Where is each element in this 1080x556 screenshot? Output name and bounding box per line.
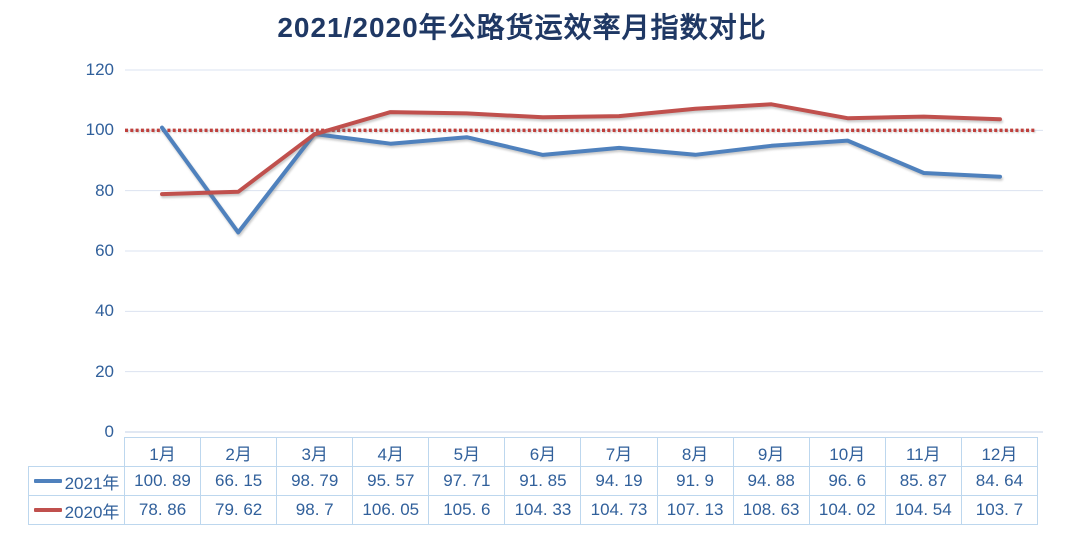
value-cell: 104. 73 — [580, 495, 658, 525]
value-cell: 104. 33 — [504, 495, 582, 525]
month-header-cell: 4月 — [352, 437, 430, 467]
value-cell: 106. 05 — [352, 495, 430, 525]
month-header-cell: 8月 — [656, 437, 734, 467]
y-axis-tick-label: 0 — [104, 422, 114, 441]
series-lines — [160, 102, 1002, 235]
table-corner-cell — [28, 437, 125, 467]
value-cell: 84. 64 — [960, 466, 1039, 496]
month-header-cell: 3月 — [276, 437, 354, 467]
value-cell: 97. 71 — [428, 466, 506, 496]
month-header-cell: 9月 — [732, 437, 810, 467]
legend-cell: 2021年 — [28, 466, 125, 496]
y-axis-tick-label: 120 — [85, 60, 114, 79]
value-cell: 94. 88 — [732, 466, 810, 496]
value-cell: 104. 54 — [884, 495, 962, 525]
value-cell: 98. 7 — [276, 495, 354, 525]
value-cell: 79. 62 — [200, 495, 278, 525]
value-cell: 103. 7 — [960, 495, 1039, 525]
month-header-cell: 1月 — [123, 437, 202, 467]
table-row: 2021年 100. 89 66. 15 98. 79 95. 57 97. 71 91. … — [28, 466, 1039, 496]
y-axis-tick-label: 60 — [95, 241, 114, 260]
month-header-cell: 12月 — [960, 437, 1039, 467]
y-axis-tick-label: 100 — [85, 120, 114, 140]
series-line-2021年 — [160, 125, 1002, 235]
value-cell: 94. 19 — [580, 466, 658, 496]
value-cell: 107. 13 — [656, 495, 734, 525]
value-cell: 66. 15 — [200, 466, 278, 496]
value-cell: 91. 85 — [504, 466, 582, 496]
value-cell: 108. 63 — [732, 495, 810, 525]
series-name-label: 2020年 — [64, 502, 120, 522]
value-cell: 85. 87 — [884, 466, 962, 496]
y-axis-tick-label: 40 — [95, 301, 114, 321]
gridlines — [125, 69, 1043, 433]
legend-cell: 2020年 — [28, 495, 125, 525]
chart-title: 2021/2020年公路货运效率月指数对比 — [277, 12, 767, 43]
table-row: 2020年 78. 86 79. 62 98. 7 106. 05 105. 6 104. … — [28, 495, 1039, 525]
series-name-label: 2021年 — [64, 473, 120, 493]
value-cell: 96. 6 — [808, 466, 886, 496]
value-cell: 78. 86 — [123, 495, 202, 525]
month-header-cell: 6月 — [504, 437, 582, 467]
value-cell: 91. 9 — [656, 466, 734, 496]
month-header-cell: 10月 — [808, 437, 886, 467]
value-cell: 98. 79 — [276, 466, 354, 496]
value-cell: 104. 02 — [808, 495, 886, 525]
legend-line-marker — [33, 508, 62, 512]
month-header-cell: 2月 — [200, 437, 278, 467]
series-line-2020年 — [160, 102, 1002, 197]
month-header-cell: 11月 — [884, 437, 962, 467]
data-table: 1月 2月 3月 4月 5月 6月 7月 8月 9月 10月 11月 12月 2021年 100. 89 6… — [28, 437, 1039, 525]
month-header-cell: 5月 — [428, 437, 506, 467]
y-axis-tick-label: 20 — [95, 361, 114, 381]
value-cell: 95. 57 — [352, 466, 430, 496]
month-header-cell: 7月 — [580, 437, 658, 467]
legend-line-marker — [33, 479, 62, 483]
value-cell: 100. 89 — [123, 466, 202, 496]
table-header-row: 1月 2月 3月 4月 5月 6月 7月 8月 9月 10月 11月 12月 — [28, 437, 1039, 467]
value-cell: 105. 6 — [428, 495, 506, 525]
y-axis-tick-label: 80 — [95, 180, 114, 200]
